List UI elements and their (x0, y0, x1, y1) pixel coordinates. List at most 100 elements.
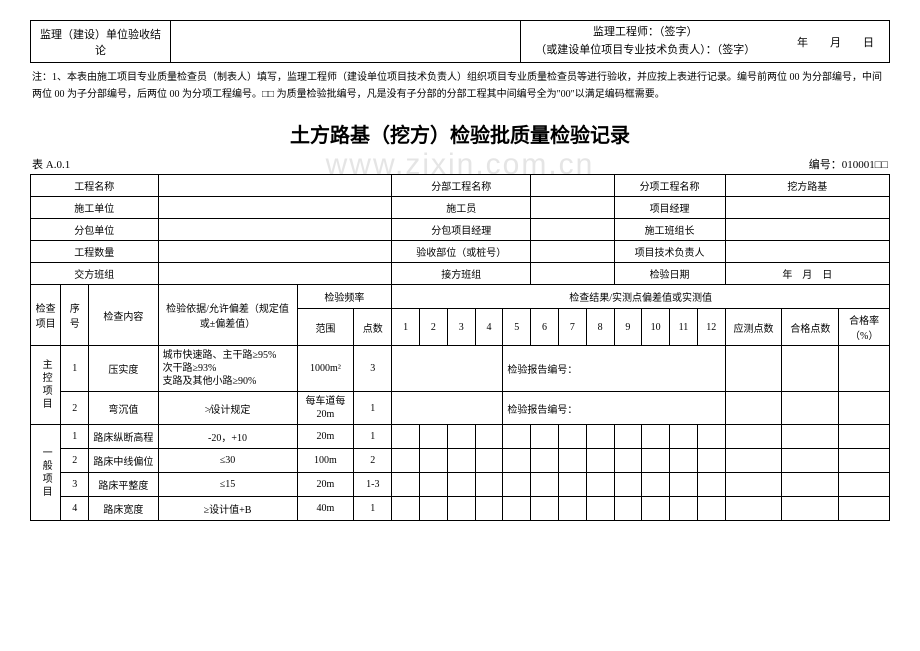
result-note: 检验报告编号： (503, 346, 725, 392)
section-label: 主控项目 (31, 346, 61, 425)
col-num: 3 (447, 309, 475, 346)
basis: 城市快速路、主干路≥95%次干路≥93%支路及其他小路≥90% (158, 346, 297, 392)
cell (420, 425, 448, 449)
page-title: 土方路基（挖方）检验批质量检验记录 (30, 119, 890, 148)
cell (586, 497, 614, 521)
table-row: 交方班组 接方班组 检验日期 年 月 日 (31, 263, 890, 285)
table-row: 3 路床平整度 ≤15 20m 1-3 (31, 473, 890, 497)
info-label: 工程数量 (31, 241, 159, 263)
cell (614, 425, 642, 449)
cell (392, 449, 420, 473)
info-value (531, 219, 614, 241)
approval-blank (171, 21, 521, 63)
section-label: 一般项目 (31, 425, 61, 521)
cell (503, 497, 531, 521)
points: 3 (354, 346, 392, 392)
cell (782, 346, 839, 392)
info-label: 施工员 (392, 197, 531, 219)
range: 20m (297, 425, 354, 449)
col-num: 1 (392, 309, 420, 346)
cell (697, 497, 725, 521)
info-label: 工程名称 (31, 175, 159, 197)
cell (475, 497, 503, 521)
basis: ≯设计规定 (158, 392, 297, 425)
info-label: 检验日期 (614, 263, 725, 285)
col-num: 4 (475, 309, 503, 346)
cell (392, 473, 420, 497)
table-reference-row: 表 A.0.1 编号：010001□□ (30, 156, 890, 172)
col-freq-range: 范围 (297, 309, 354, 346)
points: 2 (354, 449, 392, 473)
info-value: 年 月 日 (725, 263, 889, 285)
info-value (725, 219, 889, 241)
cell (447, 449, 475, 473)
basis: ≥设计值+B (158, 497, 297, 521)
info-label: 分项工程名称 (614, 175, 725, 197)
col-num: 6 (531, 309, 559, 346)
points: 1 (354, 497, 392, 521)
table-row: 工程数量 验收部位（或桩号） 项目技术负责人 (31, 241, 890, 263)
cell (642, 497, 670, 521)
cell (503, 449, 531, 473)
cell (839, 346, 890, 392)
cell (839, 473, 890, 497)
main-inspection-table: 工程名称 分部工程名称 分项工程名称 挖方路基 施工单位 施工员 项目经理 分包… (30, 174, 890, 521)
info-value (531, 241, 614, 263)
info-label: 分包项目经理 (392, 219, 531, 241)
cell (558, 425, 586, 449)
approval-label: 监理（建设）单位验收结论 (31, 21, 171, 63)
seq: 2 (61, 449, 89, 473)
content: 弯沉值 (89, 392, 158, 425)
table-row: 一般项目 1 路床纵断高程 -20，+10 20m 1 (31, 425, 890, 449)
info-value (531, 175, 614, 197)
cell (531, 473, 559, 497)
seq: 2 (61, 392, 89, 425)
col-num: 2 (420, 309, 448, 346)
content: 路床纵断高程 (89, 425, 158, 449)
result-blank (392, 392, 503, 425)
cell (642, 425, 670, 449)
cell (586, 473, 614, 497)
cell (447, 425, 475, 449)
points: 1 (354, 425, 392, 449)
cell (670, 473, 698, 497)
cell (475, 449, 503, 473)
cell (475, 473, 503, 497)
range: 1000m² (297, 346, 354, 392)
info-label: 接方班组 (392, 263, 531, 285)
cell (782, 473, 839, 497)
cell (725, 392, 782, 425)
approval-date: 年 月 日 (770, 21, 890, 63)
info-label: 验收部位（或桩号） (392, 241, 531, 263)
col-seq: 序号 (61, 285, 89, 346)
cell (531, 425, 559, 449)
cell (670, 497, 698, 521)
cell (614, 473, 642, 497)
cell (782, 392, 839, 425)
cell (782, 497, 839, 521)
col-num: 11 (670, 309, 698, 346)
info-value: 挖方路基 (725, 175, 889, 197)
cell (642, 473, 670, 497)
table-ref: 表 A.0.1 (32, 156, 70, 172)
basis: ≤30 (158, 449, 297, 473)
cell (420, 497, 448, 521)
cell (839, 497, 890, 521)
table-row: 2 弯沉值 ≯设计规定 每车道每 20m 1 检验报告编号： (31, 392, 890, 425)
cell (558, 497, 586, 521)
info-value (725, 197, 889, 219)
content: 路床中线偏位 (89, 449, 158, 473)
signature-line1: 监理工程师：（签字） (525, 24, 766, 42)
info-value (158, 263, 392, 285)
basis: ≤15 (158, 473, 297, 497)
range: 100m (297, 449, 354, 473)
info-label: 项目技术负责人 (614, 241, 725, 263)
cell (725, 346, 782, 392)
col-freq-points: 点数 (354, 309, 392, 346)
cell (586, 449, 614, 473)
range: 每车道每 20m (297, 392, 354, 425)
info-value (158, 241, 392, 263)
cell (670, 425, 698, 449)
cell (531, 497, 559, 521)
result-blank (392, 346, 503, 392)
